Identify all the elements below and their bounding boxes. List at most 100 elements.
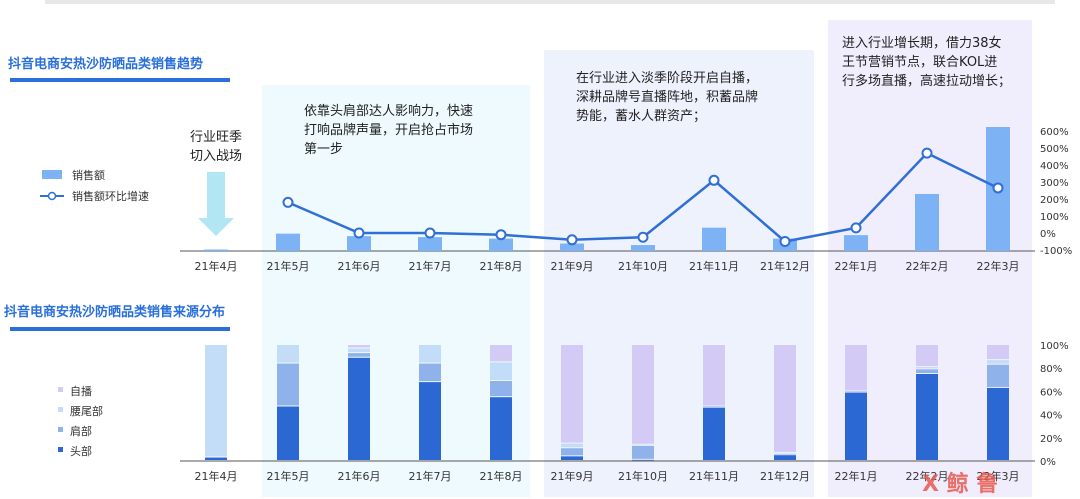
sales-bar-4 <box>418 237 442 251</box>
top-x-tick: 22年1月 <box>835 259 878 273</box>
top-chart-layer: 21年4月 21年5月 21年6月 21年7月 21年8月 21年9月 21年10月 21年1… <box>195 127 1072 273</box>
source-bar-self-10 <box>845 345 867 391</box>
sales-bar-5 <box>489 238 513 251</box>
source-bar-waist-1 <box>205 345 227 457</box>
top-x-tick: 21年11月 <box>689 259 739 273</box>
top-x-tick: 21年10月 <box>618 259 668 273</box>
source-bar-head-7 <box>632 459 654 461</box>
top-x-tick: 21年6月 <box>338 259 381 273</box>
legend-bar-label: 销售额 <box>72 168 105 182</box>
note-self-live-1: 在行业进入淡季阶段开启自播， <box>576 71 758 86</box>
bottom-chart-title: 抖音电商安热沙防晒品类销售来源分布 <box>4 304 225 320</box>
source-bar-shoulder-10 <box>845 391 867 392</box>
growth-point-5 <box>495 229 507 241</box>
note-growth-2: 王节营销节点，联合KOL进 <box>842 55 997 70</box>
bottom-x-tick: 21年5月 <box>267 469 310 483</box>
source-bar-shoulder-6 <box>561 448 583 456</box>
source-bar-shoulder-2 <box>277 363 299 406</box>
bottom-x-tick: 22年3月 <box>977 469 1020 483</box>
source-bar-head-3 <box>348 357 370 460</box>
source-bar-shoulder-7 <box>632 445 654 459</box>
top-x-tick: 21年12月 <box>760 259 810 273</box>
growth-point-2 <box>282 196 294 208</box>
bottom-right-tick: 0% <box>1040 457 1056 468</box>
note-growth-1: 进入行业增长期，借力38女 <box>842 35 1002 51</box>
note-launch-2: 打响品牌声量，开启抢占市场 <box>304 122 473 138</box>
top-x-tick: 22年3月 <box>977 259 1020 273</box>
growth-point-11 <box>921 147 933 159</box>
legend-self-swatch <box>58 387 63 392</box>
growth-point-10 <box>850 222 862 234</box>
bottom-x-tick: 21年10月 <box>618 469 668 483</box>
note-self-live-3: 势能，蓄水人群资产； <box>576 108 706 124</box>
source-bar-head-1 <box>205 457 227 460</box>
source-bar-head-10 <box>845 392 867 460</box>
source-bar-head-2 <box>277 406 299 460</box>
bottom-right-tick: 60% <box>1040 387 1062 398</box>
source-bar-shoulder-12 <box>987 364 1009 387</box>
note-peak-season-1: 行业旺季 <box>190 130 242 145</box>
source-bar-shoulder-3 <box>348 353 370 357</box>
source-bar-shoulder-11 <box>916 369 938 373</box>
legend-shoulder-swatch <box>58 427 63 432</box>
top-right-tick: 500% <box>1040 144 1069 155</box>
top-right-tick: -100% <box>1040 246 1072 257</box>
top-right-tick: 200% <box>1040 195 1069 206</box>
source-bar-waist-6 <box>561 443 583 448</box>
top-chart-title: 抖音电商安热沙防晒品类销售趋势 <box>8 56 203 72</box>
source-bar-shoulder-9 <box>774 454 796 455</box>
source-bar-self-6 <box>561 345 583 443</box>
bottom-right-tick: 100% <box>1040 341 1069 352</box>
bottom-x-tick: 21年6月 <box>338 469 381 483</box>
source-bar-waist-9 <box>774 452 796 454</box>
source-bar-waist-3 <box>348 348 370 353</box>
sales-bar-6 <box>560 243 584 251</box>
bottom-x-tick: 21年8月 <box>480 469 523 483</box>
legend-head-swatch <box>58 447 63 452</box>
top-right-tick: 300% <box>1040 178 1069 189</box>
source-bar-head-12 <box>987 387 1009 460</box>
bottom-chart-layer: 21年4月 21年5月 21年6月 21年7月 21年8月 21年9月 21年10月 21年1… <box>195 341 1069 483</box>
source-bar-self-3 <box>348 345 370 348</box>
source-bar-self-7 <box>632 345 654 444</box>
source-bar-self-12 <box>987 345 1009 360</box>
growth-point-4 <box>424 227 436 239</box>
source-bar-waist-11 <box>916 367 938 369</box>
bottom-x-tick: 21年7月 <box>409 469 452 483</box>
legend-line-marker <box>47 191 57 201</box>
bottom-x-tick: 22年1月 <box>835 469 878 483</box>
legend-waist-label: 腰尾部 <box>70 404 103 418</box>
arrow-down-icon <box>198 172 234 236</box>
source-bar-shoulder-4 <box>419 363 441 382</box>
growth-point-7 <box>637 231 649 243</box>
growth-point-12 <box>992 182 1004 194</box>
legend-self-label: 自播 <box>70 384 92 398</box>
note-self-live-2: 深耕品牌号直播阵地，积蓄品牌 <box>576 89 758 105</box>
bottom-right-tick: 20% <box>1040 434 1062 445</box>
watermark-text: X 鲸 鲁 <box>922 471 998 497</box>
note-launch-3: 第一步 <box>304 142 343 157</box>
band-launch <box>262 85 530 497</box>
note-launch-1: 依靠头肩部达人影响力，快速 <box>304 103 473 119</box>
sales-bar-8 <box>702 227 726 251</box>
bottom-right-tick: 80% <box>1040 364 1062 375</box>
top-right-tick: 600% <box>1040 127 1069 138</box>
band-self-live <box>544 50 814 497</box>
top-x-tick: 21年8月 <box>480 259 523 273</box>
sales-bar-11 <box>915 193 939 251</box>
bottom-right-tick: 40% <box>1040 411 1062 422</box>
bottom-x-tick: 21年9月 <box>551 469 594 483</box>
growth-point-6 <box>566 234 578 246</box>
source-bar-shoulder-8 <box>703 406 725 407</box>
note-growth-3: 行多场直播，高速拉动增长； <box>842 73 1011 89</box>
legend-line-label: 销售额环比增速 <box>72 189 149 203</box>
top-x-tick: 21年7月 <box>409 259 452 273</box>
top-x-tick: 21年4月 <box>195 259 238 273</box>
sales-bar-1 <box>204 249 228 251</box>
growth-point-3 <box>353 227 365 239</box>
legend-head-label: 头部 <box>70 444 92 458</box>
top-x-tick: 22年2月 <box>906 259 949 273</box>
top-right-tick: 400% <box>1040 161 1069 172</box>
